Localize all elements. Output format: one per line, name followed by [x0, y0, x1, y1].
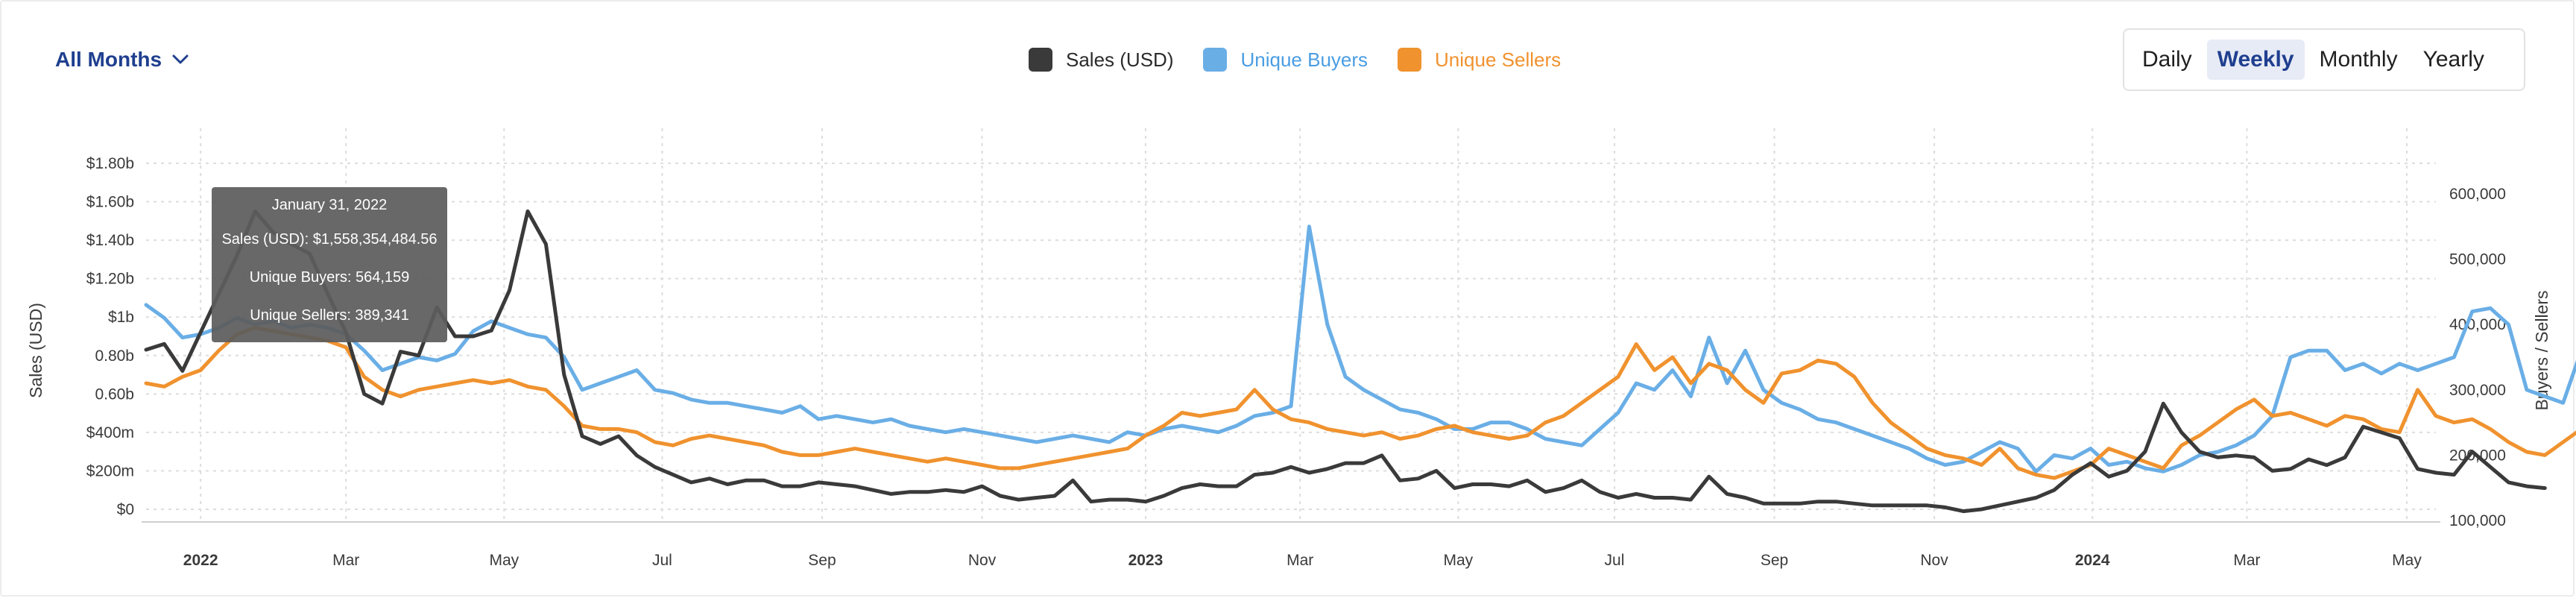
y-left-tick-label: $1.40b [86, 232, 134, 249]
tooltip-buyers: Unique Buyers: 564,159 [249, 269, 410, 286]
y-right-tick-label: 600,000 [2449, 186, 2506, 203]
y-left-axis-title: Sales (USD) [26, 303, 45, 398]
y-left-tick-label: $1b [108, 309, 134, 326]
legend-unique-sellers[interactable]: Unique Sellers [1398, 48, 1561, 72]
x-tick-label: 2023 [1128, 552, 1164, 569]
x-tick-label: May [489, 552, 519, 569]
y-right-tick-label: 300,000 [2449, 382, 2506, 399]
x-tick-label: Mar [2233, 552, 2260, 569]
x-tick-label: Mar [332, 552, 359, 569]
granularity-daily-button[interactable]: Daily [2142, 47, 2192, 72]
y-right-axis-title: Buyers / Sellers [2532, 290, 2551, 410]
chart-legend: Sales (USD) Unique Buyers Unique Sellers [1029, 42, 1591, 78]
x-tick-label: Jul [1605, 552, 1625, 569]
x-tick-label: Sep [1761, 552, 1788, 569]
x-tick-label: Nov [1920, 552, 1948, 569]
legend-swatch-sellers [1398, 48, 1422, 72]
month-range-label: All Months [55, 48, 162, 71]
x-tick-label: Sep [808, 552, 836, 569]
y-left-tick-label: 0.80b [95, 347, 134, 365]
x-tick-label: Nov [968, 552, 997, 569]
series-line-unique-sellers [144, 326, 2576, 480]
legend-swatch-sales [1029, 48, 1052, 72]
legend-label-sellers: Unique Sellers [1435, 48, 1562, 71]
legend-label-buyers: Unique Buyers [1240, 48, 1368, 71]
granularity-yearly-button[interactable]: Yearly [2422, 47, 2484, 72]
series-line-sales-usd [144, 209, 2547, 514]
y-left-tick-label: $0 [117, 501, 134, 518]
y-left-tick-label: 0.60b [95, 386, 134, 403]
tooltip-sales: Sales (USD): $1,558,354,484.56 [221, 231, 438, 248]
y-right-tick-label: 400,000 [2449, 316, 2506, 333]
x-tick-label: 2022 [183, 552, 218, 569]
x-tick-label: Jul [652, 552, 672, 569]
x-tick-label: May [2392, 552, 2422, 569]
series-line-unique-buyers [144, 224, 2576, 473]
y-right-tick-label: 500,000 [2449, 251, 2506, 268]
x-tick-label: Mar [1287, 552, 1313, 569]
x-tick-label: May [1443, 552, 1473, 569]
granularity-toggle: Daily Weekly Monthly Yearly [2123, 28, 2525, 91]
legend-sales[interactable]: Sales (USD) [1029, 48, 1173, 72]
granularity-weekly-button[interactable]: Weekly [2206, 40, 2305, 80]
chart-tooltip: January 31, 2022 Sales (USD): $1,558,354… [212, 187, 447, 342]
y-left-tick-label: $400m [86, 424, 134, 441]
legend-unique-buyers[interactable]: Unique Buyers [1203, 48, 1368, 72]
tooltip-date: January 31, 2022 [271, 197, 388, 213]
x-tick-label: 2024 [2075, 552, 2110, 569]
y-left-tick-label: $1.20b [86, 271, 134, 288]
tooltip-sellers: Unique Sellers: 389,341 [250, 307, 409, 324]
chevron-down-icon [172, 54, 189, 65]
y-right-tick-label: 100,000 [2449, 512, 2506, 529]
y-left-tick-label: $1.80b [86, 155, 134, 172]
granularity-monthly-button[interactable]: Monthly [2319, 47, 2398, 72]
legend-label-sales: Sales (USD) [1066, 48, 1174, 71]
legend-swatch-buyers [1203, 48, 1228, 72]
y-left-tick-label: $200m [86, 462, 134, 479]
y-left-tick-label: $1.60b [86, 194, 134, 211]
month-range-dropdown[interactable]: All Months [55, 42, 189, 78]
